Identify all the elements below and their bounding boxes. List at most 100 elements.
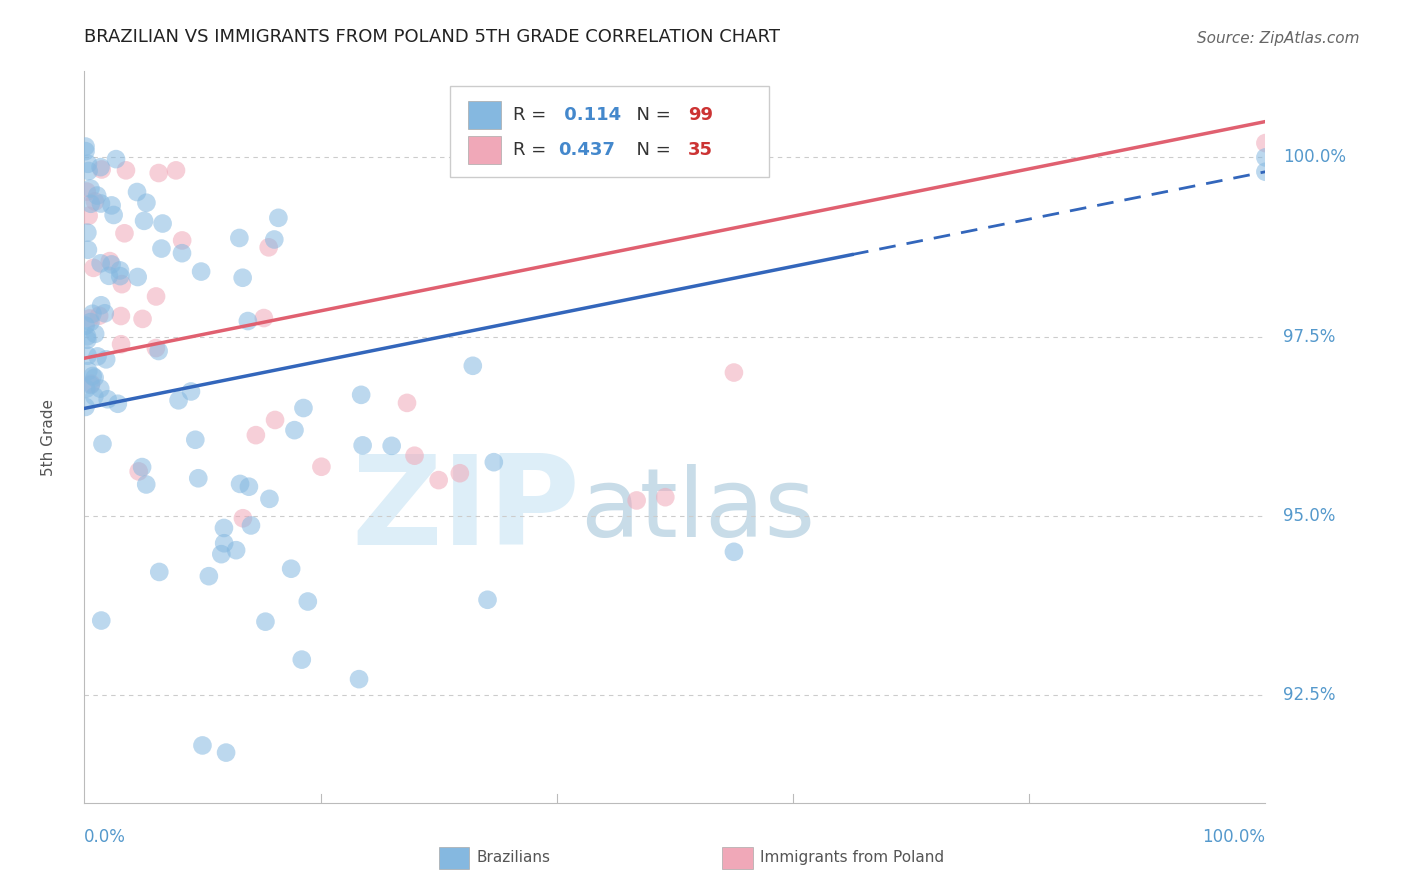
Point: [172, 234, 194, 248]
Point: [76, 349, 98, 363]
Point: [238, 480, 260, 494]
Point: [482, 455, 505, 469]
Point: [1254, 165, 1277, 179]
Point: [107, 397, 129, 411]
Point: [291, 652, 314, 666]
Point: [110, 337, 132, 351]
Point: [212, 536, 235, 550]
Text: Source: ZipAtlas.com: Source: ZipAtlas.com: [1198, 30, 1360, 45]
Text: 99: 99: [688, 106, 713, 124]
Point: [148, 343, 170, 358]
Point: [167, 393, 190, 408]
Point: [347, 672, 370, 686]
Point: [90, 614, 112, 628]
Point: [76, 329, 98, 343]
Point: [128, 464, 150, 478]
Point: [198, 569, 221, 583]
Point: [215, 746, 238, 760]
Point: [297, 594, 319, 608]
FancyBboxPatch shape: [450, 86, 769, 178]
Point: [127, 270, 149, 285]
Text: ZIP: ZIP: [352, 450, 581, 571]
Point: [83, 389, 105, 403]
Point: [76, 226, 98, 240]
Point: [82, 307, 104, 321]
Point: [352, 438, 374, 452]
Point: [98, 254, 121, 268]
Point: [191, 739, 214, 753]
Point: [723, 545, 745, 559]
Point: [76, 333, 98, 347]
Point: [190, 264, 212, 278]
Text: BRAZILIAN VS IMMIGRANTS FROM POLAND 5TH GRADE CORRELATION CHART: BRAZILIAN VS IMMIGRANTS FROM POLAND 5TH …: [84, 28, 780, 45]
Text: Immigrants from Poland: Immigrants from Poland: [759, 850, 943, 865]
Text: 35: 35: [688, 141, 713, 159]
Point: [110, 309, 132, 323]
Point: [75, 382, 97, 396]
Point: [108, 269, 131, 284]
Point: [80, 196, 103, 211]
Point: [75, 139, 97, 153]
Text: 100.0%: 100.0%: [1284, 148, 1346, 167]
Point: [259, 491, 281, 506]
Point: [236, 314, 259, 328]
Point: [83, 370, 105, 384]
Bar: [439, 847, 470, 869]
Point: [111, 277, 134, 292]
Point: [132, 214, 155, 228]
Point: [148, 166, 170, 180]
Bar: [468, 102, 502, 129]
Point: [75, 144, 97, 158]
Point: [232, 511, 254, 525]
Point: [80, 378, 103, 392]
Point: [86, 188, 108, 202]
Text: R =: R =: [513, 141, 553, 159]
Point: [1254, 136, 1277, 150]
Point: [283, 423, 305, 437]
Point: [77, 164, 100, 178]
Point: [257, 240, 280, 254]
Point: [225, 543, 247, 558]
Point: [152, 217, 174, 231]
Point: [131, 460, 153, 475]
Point: [103, 208, 125, 222]
Text: Brazilians: Brazilians: [477, 850, 551, 865]
Point: [654, 490, 676, 504]
Point: [75, 318, 97, 333]
Point: [77, 243, 100, 257]
Point: [80, 376, 103, 391]
Point: [125, 185, 148, 199]
Point: [723, 366, 745, 380]
Point: [267, 211, 290, 225]
Point: [97, 268, 120, 283]
Point: [184, 433, 207, 447]
Point: [232, 270, 254, 285]
Bar: [723, 847, 752, 869]
Point: [77, 209, 100, 223]
Text: N =: N =: [626, 106, 676, 124]
Text: atlas: atlas: [581, 464, 815, 557]
Point: [254, 615, 277, 629]
Point: [395, 396, 418, 410]
Point: [477, 592, 499, 607]
Point: [245, 428, 267, 442]
Text: 100.0%: 100.0%: [1202, 828, 1265, 846]
Point: [86, 350, 108, 364]
Point: [96, 352, 118, 367]
Text: R =: R =: [513, 106, 553, 124]
Text: 0.114: 0.114: [558, 106, 621, 124]
Bar: [468, 136, 502, 163]
Point: [89, 382, 111, 396]
Point: [94, 306, 117, 320]
Point: [91, 437, 114, 451]
Point: [145, 289, 167, 303]
Text: 0.437: 0.437: [558, 141, 614, 159]
Point: [90, 298, 112, 312]
Point: [89, 309, 111, 323]
Text: 97.5%: 97.5%: [1284, 327, 1336, 346]
Point: [165, 163, 187, 178]
Point: [77, 364, 100, 378]
Text: N =: N =: [626, 141, 676, 159]
Point: [115, 163, 138, 178]
Point: [253, 311, 276, 326]
